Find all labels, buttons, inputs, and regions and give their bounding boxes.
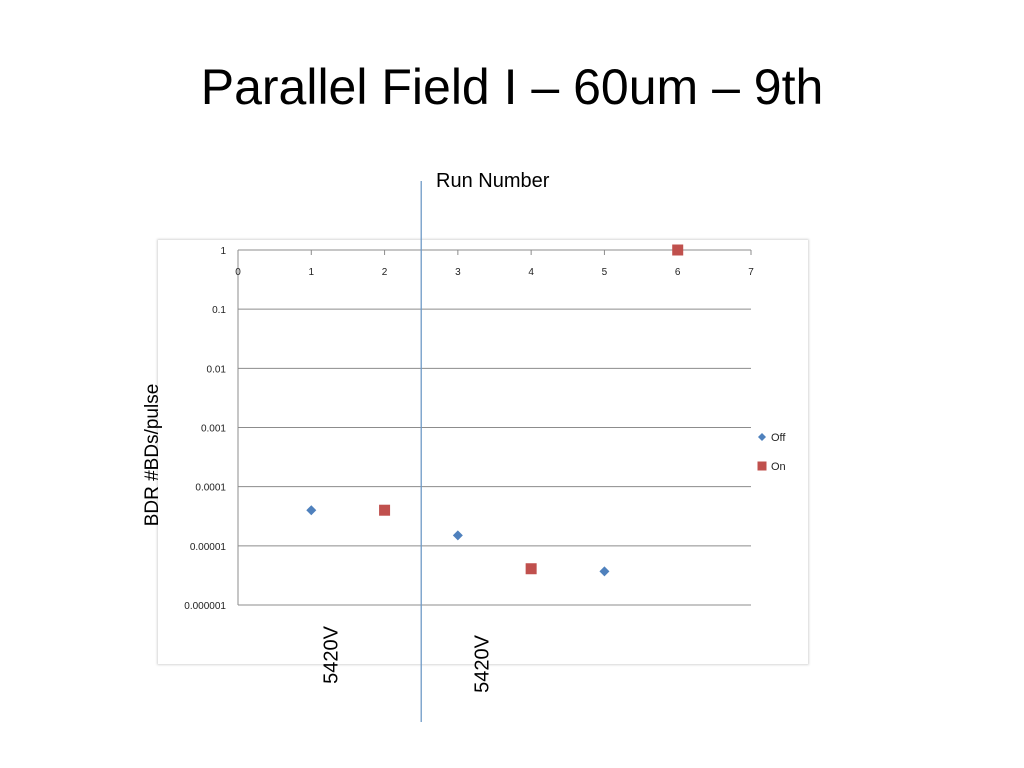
- y-tick-label: 0.0001: [195, 483, 226, 494]
- y-tick-label: 0.01: [207, 364, 227, 375]
- x-tick-label: 2: [382, 267, 388, 278]
- y-tick-label: 0.001: [201, 424, 226, 435]
- x-tick-label: 4: [528, 267, 534, 278]
- chart-area: 1 0.1 0.01 0.001 0.0001 0.00001 0.000001 0 1 2 3 4 5…: [158, 240, 808, 664]
- legend-marker-on: [757, 461, 767, 471]
- legend-label-off: Off: [771, 432, 786, 444]
- x-axis-title: Run Number: [436, 170, 550, 192]
- legend-marker-off: [758, 433, 766, 441]
- data-point-off: [599, 566, 610, 577]
- x-tick-label: 3: [455, 267, 461, 278]
- x-tick-label: 0: [235, 267, 241, 278]
- data-point-on: [525, 563, 537, 575]
- y-tick-label: 1: [220, 246, 226, 257]
- x-tick-label: 6: [675, 267, 681, 278]
- y-tick-label: 0.00001: [190, 542, 227, 553]
- x-tick-label: 5: [602, 267, 608, 278]
- data-point-off: [452, 530, 463, 541]
- data-point-off: [306, 505, 317, 516]
- y-tick-label: 0.000001: [184, 601, 226, 612]
- data-point-on: [379, 504, 391, 516]
- x-tick-label: 7: [748, 267, 754, 278]
- slide-title: Parallel Field I – 60um – 9th: [200, 59, 824, 115]
- legend-label-on: On: [771, 461, 786, 473]
- x-tick-label: 1: [309, 267, 315, 278]
- y-tick-label: 0.1: [212, 305, 226, 316]
- data-point-on: [672, 244, 684, 256]
